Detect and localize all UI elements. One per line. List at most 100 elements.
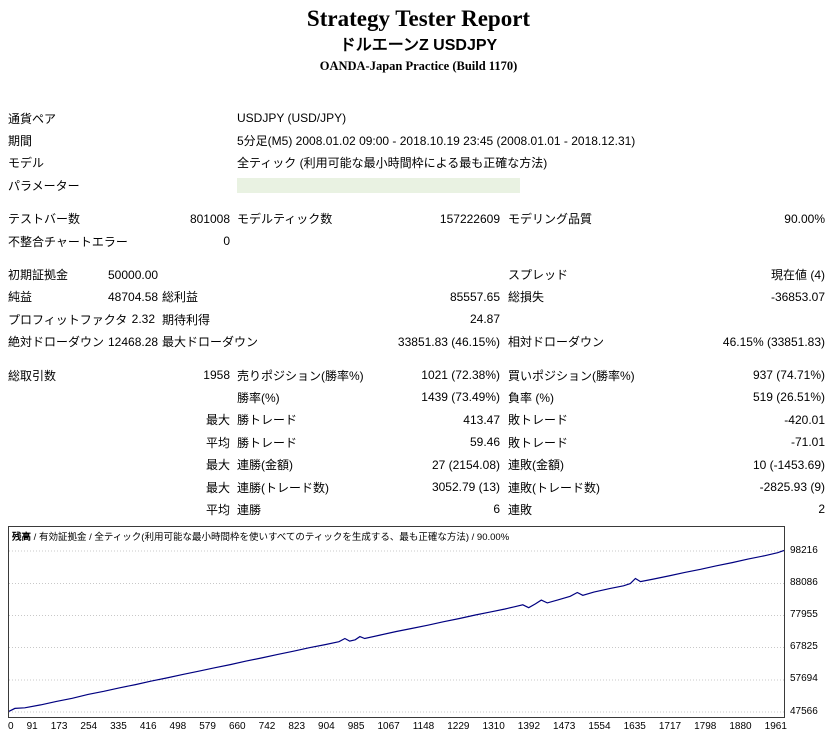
row-symbol: 通貨ペア USDJPY (USD/JPY) bbox=[8, 107, 829, 129]
bars-value: 801008 bbox=[189, 211, 230, 226]
avgprofit-label: 勝トレード bbox=[237, 435, 298, 450]
reldrawdown-value: 46.15% (33851.83) bbox=[722, 334, 825, 349]
row-model: モデル 全ティック (利用可能な最小時間枠による最も正確な方法) bbox=[8, 152, 829, 174]
avgconsecwins-value: 6 bbox=[493, 502, 500, 517]
y-tick-label: 77955 bbox=[790, 609, 818, 621]
largestprofit-value: 413.47 bbox=[463, 412, 500, 427]
legend-equity: 有効証拠金 bbox=[38, 531, 87, 543]
balance-chart-plot: 残高 / 有効証拠金 / 全ティック(利用可能な最小時間枠を使いすべてのティック… bbox=[8, 525, 785, 718]
avgloss-label: 敗トレード bbox=[508, 435, 569, 450]
x-tick-label: 742 bbox=[258, 720, 276, 732]
parameters-label: パラメーター bbox=[8, 178, 80, 193]
symbol-label: 通貨ペア bbox=[8, 111, 57, 126]
symbol-value: USDJPY (USD/JPY) bbox=[237, 111, 347, 126]
expert-name: ドルエーンZ USDJPY bbox=[339, 37, 498, 54]
row-trades: 総取引数 1958 売りポジション(勝率%) 1021 (72.38%) 買いポ… bbox=[8, 364, 829, 386]
x-tick-label: 1229 bbox=[447, 720, 470, 732]
netprofit-label: 純益 bbox=[8, 290, 33, 305]
row-period: 期間 5分足(M5) 2008.01.02 09:00 - 2018.10.19… bbox=[8, 129, 829, 151]
period-value: 5分足(M5) 2008.01.02 09:00 - 2018.10.19 23… bbox=[237, 134, 636, 149]
row-mismatch: 不整合チャートエラー 0 bbox=[8, 230, 829, 252]
row-netprofit: 純益 48704.58 総利益 85557.65 総損失 -36853.07 bbox=[8, 286, 829, 308]
section-gap bbox=[8, 252, 829, 263]
report-header: Strategy Tester Report ドルエーンZ USDJPY OAN… bbox=[0, 0, 837, 75]
reldrawdown-label: 相対ドローダウン bbox=[508, 335, 605, 350]
shortpositions-label: 売りポジション(勝率%) bbox=[237, 368, 364, 383]
consecloss-count-label: 連敗(トレード数) bbox=[508, 480, 600, 495]
x-tick-label: 1392 bbox=[517, 720, 541, 732]
maxconsec-amount-prefix: 最大 bbox=[205, 458, 230, 473]
profittrades-label: 勝率(%) bbox=[237, 390, 280, 405]
balance-line bbox=[9, 549, 784, 712]
y-tick-label: 88086 bbox=[790, 576, 818, 588]
quality-value: 90.00% bbox=[784, 211, 825, 226]
longpositions-value: 937 (74.71%) bbox=[752, 368, 825, 383]
row-maxconsec-count: 最大 連勝(トレード数) 3052.79 (13) 連敗(トレード数) -282… bbox=[8, 476, 829, 498]
grossprofit-label: 総利益 bbox=[162, 290, 199, 305]
row-winrate: 勝率(%) 1439 (73.49%) 負率 (%) 519 (26.51%) bbox=[8, 386, 829, 408]
x-tick-label: 1961 bbox=[764, 720, 787, 732]
x-tick-label: 1148 bbox=[412, 720, 435, 732]
x-tick-label: 985 bbox=[347, 720, 365, 732]
profitfactor-label: プロフィットファクタ bbox=[8, 312, 128, 327]
avgconsecwins-label: 連勝 bbox=[237, 502, 262, 517]
deposit-label: 初期証拠金 bbox=[8, 268, 69, 283]
shortpositions-value: 1021 (72.38%) bbox=[421, 368, 500, 383]
consecloss-count-value: -2825.93 (9) bbox=[759, 480, 825, 495]
row-parameters: パラメーター bbox=[8, 174, 829, 196]
row-largest: 最大 勝トレード 413.47 敗トレード -420.01 bbox=[8, 409, 829, 431]
x-tick-label: 660 bbox=[228, 720, 246, 732]
consecloss-amount-label: 連敗(金額) bbox=[508, 458, 564, 473]
deposit-value: 50000.00 bbox=[108, 267, 159, 282]
server-build: OANDA-Japan Practice (Build 1170) bbox=[319, 59, 518, 73]
row-maxconsec-amount: 最大 連勝(金額) 27 (2154.08) 連敗(金額) 10 (-1453.… bbox=[8, 453, 829, 475]
avgconsec-prefix: 平均 bbox=[205, 502, 230, 517]
x-tick-label: 173 bbox=[50, 720, 68, 732]
profittrades-value: 1439 (73.49%) bbox=[421, 390, 500, 405]
mismatch-value: 0 bbox=[223, 234, 230, 249]
row-avgconsec: 平均 連勝 6 連敗 2 bbox=[8, 498, 829, 520]
maxdrawdown-label: 最大ドローダウン bbox=[162, 335, 259, 350]
legend-separator: / bbox=[31, 531, 39, 543]
row-drawdown: 絶対ドローダウン 12468.28 最大ドローダウン 33851.83 (46.… bbox=[8, 331, 829, 353]
balance-chart-svg bbox=[9, 549, 784, 713]
parameters-value-box bbox=[237, 177, 520, 193]
consecloss-amount-value: 10 (-1453.69) bbox=[752, 457, 825, 472]
quality-label: モデリング品質 bbox=[508, 212, 593, 227]
legend-balance: 残高 bbox=[12, 531, 32, 543]
avgconsecloss-label: 連敗 bbox=[508, 502, 533, 517]
x-tick-label: 254 bbox=[80, 720, 98, 732]
avgprofit-value: 59.46 bbox=[469, 435, 500, 450]
grossloss-label: 総損失 bbox=[508, 290, 545, 305]
avgloss-value: -71.01 bbox=[790, 435, 825, 450]
maxdrawdown-value: 33851.83 (46.15%) bbox=[397, 334, 500, 349]
x-tick-label: 1473 bbox=[553, 720, 576, 732]
ticks-value: 157222609 bbox=[439, 211, 500, 226]
bars-label: テストバー数 bbox=[8, 212, 81, 227]
y-tick-label: 57694 bbox=[790, 673, 818, 685]
consecwins-count-value: 3052.79 (13) bbox=[431, 480, 500, 495]
x-tick-label: 335 bbox=[110, 720, 127, 732]
losstrades-value: 519 (26.51%) bbox=[752, 390, 825, 405]
x-tick-label: 1798 bbox=[694, 720, 717, 732]
largestloss-value: -420.01 bbox=[784, 412, 825, 427]
consecwins-count-label: 連勝(トレード数) bbox=[237, 480, 329, 495]
x-tick-label: 416 bbox=[139, 720, 157, 732]
totaltrades-label: 総取引数 bbox=[8, 368, 57, 383]
expectedpayoff-value: 24.87 bbox=[469, 312, 500, 327]
consecwins-amount-value: 27 (2154.08) bbox=[431, 457, 500, 472]
x-tick-label: 1635 bbox=[623, 720, 646, 732]
maxconsec-count-prefix: 最大 bbox=[205, 480, 230, 495]
x-tick-label: 498 bbox=[169, 720, 187, 732]
largestprofit-label: 勝トレード bbox=[237, 413, 298, 428]
section-gap bbox=[8, 197, 829, 208]
period-label: 期間 bbox=[8, 134, 33, 149]
model-label: モデル bbox=[8, 156, 45, 171]
mismatch-label: 不整合チャートエラー bbox=[8, 234, 128, 249]
largestloss-label: 敗トレード bbox=[508, 413, 569, 428]
expectedpayoff-label: 期待利得 bbox=[162, 312, 211, 327]
grossprofit-value: 85557.65 bbox=[449, 289, 500, 304]
row-bars: テストバー数 801008 モデルティック数 157222609 モデリング品質… bbox=[8, 208, 829, 230]
losstrades-label: 負率 (%) bbox=[508, 390, 554, 405]
average-prefix: 平均 bbox=[205, 435, 230, 450]
